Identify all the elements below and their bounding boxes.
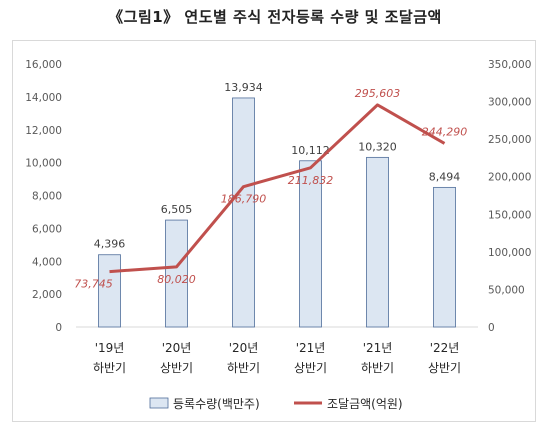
category-label: '22년 [430,341,460,355]
bar-data-label: 4,396 [94,238,126,251]
legend-line-label: 조달금액(억원) [327,397,403,411]
category-label: 하반기 [361,361,394,375]
y-left-tick-label: 14,000 [25,92,62,104]
line-data-label: 295,603 [355,87,401,100]
category-label: 하반기 [93,361,126,375]
line-data-label: 244,290 [422,125,468,138]
bar [165,219,188,328]
y-left-tick-label: 4,000 [32,256,62,268]
bar-data-label: 10,320 [358,140,397,153]
y-right-tick-label: 250,000 [488,134,531,146]
bar [366,156,389,328]
y-right-tick-label: 150,000 [488,209,531,221]
category-label: '21년 [363,341,393,355]
bar-data-label: 13,934 [224,81,263,94]
bar-data-label: 8,494 [429,170,461,183]
line-series [109,103,446,274]
y-right-tick-label: 50,000 [488,284,525,296]
chart-frame [12,40,536,422]
category-label: '20년 [229,341,259,355]
category-label: '19년 [95,341,125,355]
y-left-tick-label: 2,000 [32,289,62,301]
category-label: 상반기 [294,361,327,375]
category-label: '20년 [162,341,192,355]
category-label: 상반기 [428,361,461,375]
y-left-tick-label: 12,000 [25,125,62,137]
bar [232,97,255,328]
y-right-tick-label: 100,000 [488,247,531,259]
y-left-tick-label: 10,000 [25,158,62,170]
legend-bar-swatch [149,397,169,409]
line-data-label: 211,832 [288,174,334,187]
line-data-label: 186,790 [221,193,267,206]
y-right-tick-label: 200,000 [488,172,531,184]
y-left-tick-label: 16,000 [25,59,62,71]
bar-data-label: 10,112 [291,144,330,157]
bar [433,186,456,328]
category-label: '21년 [296,341,326,355]
line-data-label: 80,020 [157,273,196,286]
category-label: 상반기 [160,361,193,375]
line-data-label: 73,745 [74,278,113,291]
bar-data-label: 6,505 [161,203,193,216]
y-left-tick-label: 8,000 [32,191,62,203]
legend-bar-label: 등록수량(백만주) [173,397,260,411]
bar [299,160,322,328]
category-label: 하반기 [227,361,260,375]
y-right-tick-label: 0 [488,322,495,334]
bar [98,254,121,328]
chart-title: 《그림1》 연도별 주식 전자등록 수량 및 조달금액 [108,8,442,26]
y-left-tick-label: 6,000 [32,223,62,235]
y-right-tick-label: 300,000 [488,97,531,109]
y-left-tick-label: 0 [55,322,62,334]
y-right-tick-label: 350,000 [488,59,531,71]
